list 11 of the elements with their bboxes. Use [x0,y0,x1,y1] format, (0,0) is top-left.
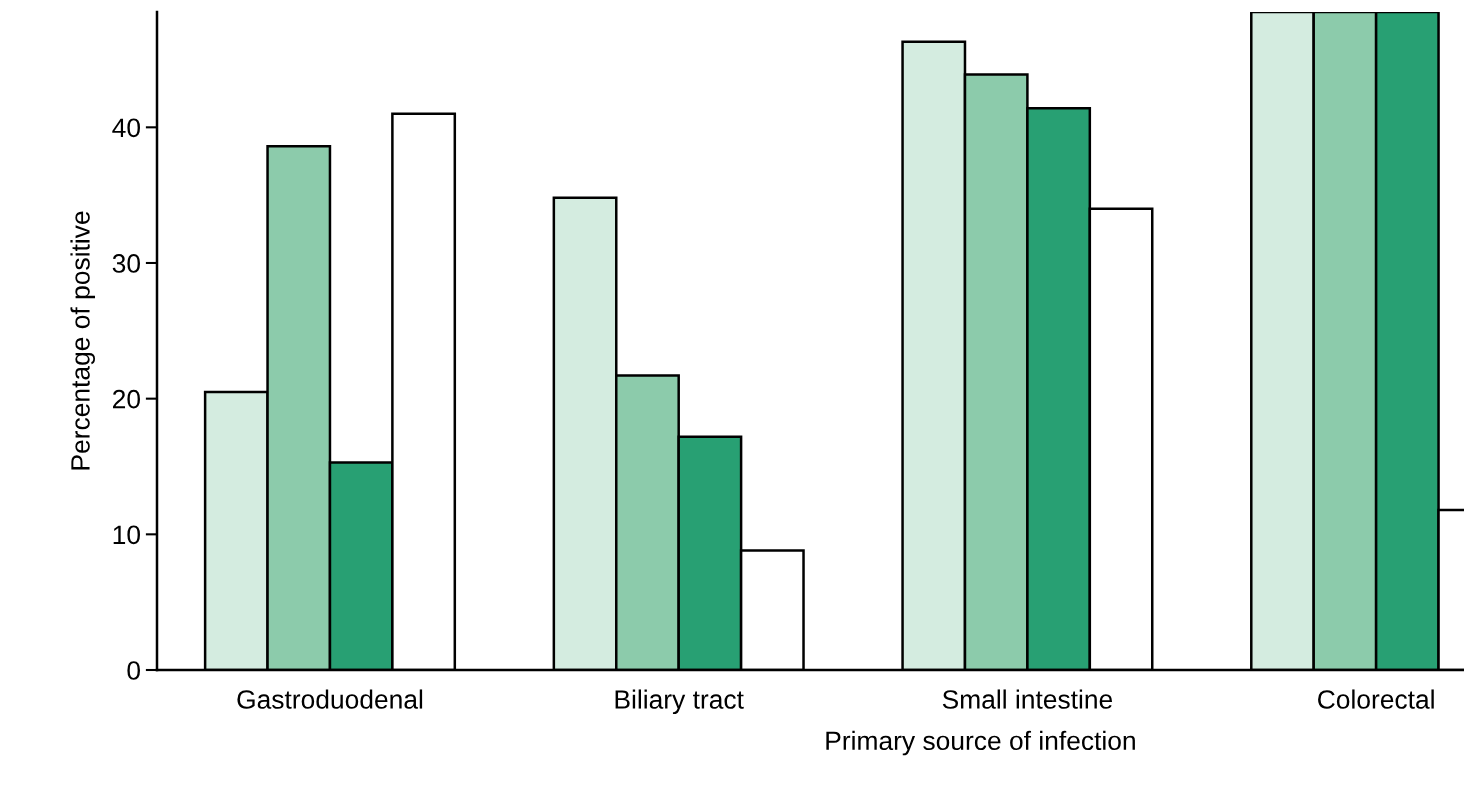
y-axis-title: Percentage of positive [70,211,96,470]
x-tick-label: Biliary tract [615,689,744,715]
y-tick-label: 0 [127,661,140,680]
y-tick-label: 40 [112,118,140,138]
x-tick-label: Colorectal [1318,689,1434,709]
y-tick-label: 20 [113,389,140,409]
x-tick-label: Gastroduodenal [237,689,423,709]
y-tick-label: 10 [113,525,140,545]
x-tick-label: Small intestine [942,689,1113,709]
x-axis-title: Primary source of infection [826,730,1135,756]
y-tick-label: 30 [112,254,140,273]
